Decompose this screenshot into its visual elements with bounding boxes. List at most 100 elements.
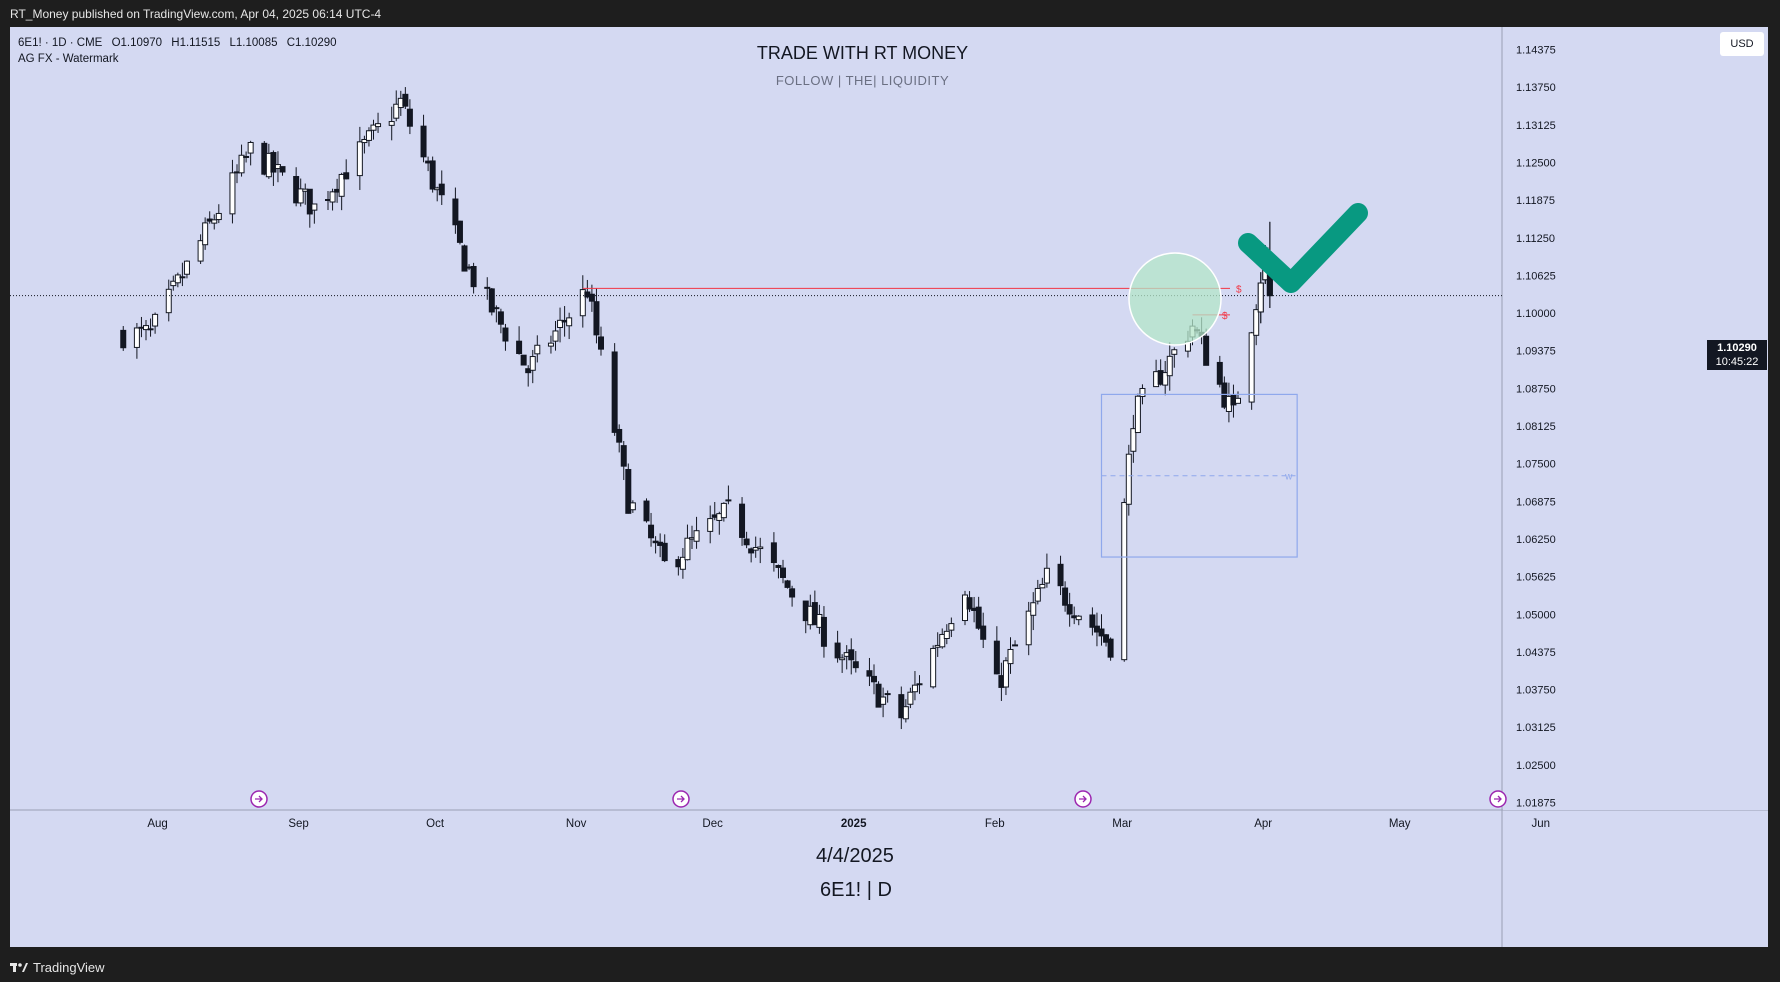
candle-body <box>1162 372 1169 386</box>
candle-body <box>170 280 177 287</box>
candle-body <box>516 340 523 355</box>
checkmark-icon <box>1238 203 1368 293</box>
candle-body <box>852 661 859 669</box>
candle-body <box>229 172 236 215</box>
candle-body <box>356 141 363 177</box>
y-tick-label: 1.13125 <box>1516 120 1556 132</box>
candle-body <box>361 138 368 144</box>
liquidity-level-label: $ <box>1222 311 1228 322</box>
y-tick-label: 1.14375 <box>1516 45 1556 57</box>
candle-body <box>770 542 777 564</box>
legend-indicator[interactable]: AG FX - Watermark <box>18 53 119 65</box>
candle-body <box>497 311 504 325</box>
candle-body <box>270 152 277 173</box>
candle-body <box>1039 583 1046 589</box>
candle-body <box>238 154 245 174</box>
candle-body <box>1125 453 1132 505</box>
highlight-circle <box>1128 252 1222 346</box>
candle-body <box>365 130 372 141</box>
legend-symbol[interactable]: 6E1! · 1D · CME <box>18 37 103 49</box>
x-tick-label: Apr <box>1254 818 1272 830</box>
y-tick-label: 1.05625 <box>1516 572 1556 584</box>
y-tick-label: 1.03125 <box>1516 722 1556 734</box>
candle-body <box>520 354 527 366</box>
candle-body <box>598 336 604 350</box>
x-tick-label: Sep <box>288 818 308 830</box>
candle-body <box>939 633 946 648</box>
event-arrow-icon <box>677 795 685 803</box>
candle-body <box>338 173 345 197</box>
candle-body <box>880 696 887 705</box>
y-tick-label: 1.10000 <box>1516 308 1556 320</box>
candle-body <box>406 108 413 127</box>
candle-body <box>739 503 746 538</box>
candle-body <box>966 597 973 610</box>
x-tick-label: Nov <box>566 818 587 830</box>
x-tick-label: Aug <box>147 818 167 830</box>
candle-body <box>1103 634 1110 643</box>
chart-frame[interactable]: 1.14375 1.13750 1.13125 1.12500 1.11875 1.112… <box>10 27 1768 947</box>
candle-body <box>1171 349 1178 355</box>
candle-body <box>388 121 395 126</box>
candle-body <box>1253 309 1260 336</box>
chart-legend: 6E1! · 1D · CME O1.10970 H1.11515 L1.100… <box>18 35 343 67</box>
y-tick-label: 1.11875 <box>1516 195 1555 207</box>
candle-body <box>975 606 982 629</box>
y-tick-label: 1.06875 <box>1516 496 1556 508</box>
candle-body <box>588 293 595 302</box>
legend-open: O1.10970 <box>111 37 163 49</box>
candle-body <box>1007 648 1014 665</box>
candle-body <box>593 301 600 336</box>
candle-body <box>429 160 436 190</box>
candle-body <box>329 191 336 203</box>
y-tick-label: 1.04375 <box>1516 647 1556 659</box>
y-tick-label: 1.01875 <box>1516 797 1556 809</box>
candle-body <box>1062 587 1069 606</box>
candle-body <box>1025 610 1032 646</box>
candle-body <box>1166 355 1173 377</box>
candle-body <box>566 317 573 327</box>
candle-body <box>679 556 686 570</box>
candle-body <box>370 124 377 131</box>
candle-body <box>534 344 541 355</box>
candle-body <box>579 289 586 317</box>
candle-body <box>1034 587 1041 602</box>
tradingview-logo[interactable]: TradingView <box>10 960 105 975</box>
candle-body <box>147 328 154 331</box>
candle-body <box>202 222 209 246</box>
liquidity-level-label: $ <box>1236 284 1242 295</box>
candle-body <box>907 691 914 705</box>
candle-body <box>743 538 750 546</box>
last-price-tag: 1.10290 10:45:22 <box>1707 340 1767 370</box>
candle-body <box>529 356 536 371</box>
candle-body <box>820 616 827 647</box>
candle-body <box>1139 387 1146 397</box>
y-tick-label: 1.08125 <box>1516 421 1556 433</box>
candle-body <box>1012 644 1019 647</box>
candlestick-chart[interactable]: 1.14375 1.13750 1.13125 1.12500 1.11875 1.112… <box>10 27 1768 947</box>
candle-body <box>648 524 655 539</box>
candle-body <box>165 288 172 314</box>
y-tick-label: 1.06250 <box>1516 534 1556 546</box>
candle-body <box>438 183 445 196</box>
candle-body <box>616 428 623 443</box>
price-axis-area <box>1503 27 1768 810</box>
currency-button[interactable]: USD <box>1720 32 1764 56</box>
candle-body <box>1089 614 1096 628</box>
candle-body <box>488 288 495 313</box>
candle-body <box>757 546 764 550</box>
candle-body <box>902 706 909 720</box>
candle-body <box>179 276 186 279</box>
candle-body <box>643 500 650 522</box>
candle-body <box>1030 602 1037 616</box>
candle-body <box>1257 282 1264 313</box>
candle-body <box>243 155 250 158</box>
candle-body <box>1235 397 1241 404</box>
candle-body <box>1002 660 1009 688</box>
candle-body <box>1066 604 1073 615</box>
candle-body <box>402 93 409 107</box>
y-tick-label: 1.02500 <box>1516 760 1556 772</box>
candle-body <box>183 260 190 275</box>
watermark-symbol: 6E1! | D <box>820 879 892 901</box>
candle-body <box>133 327 140 348</box>
